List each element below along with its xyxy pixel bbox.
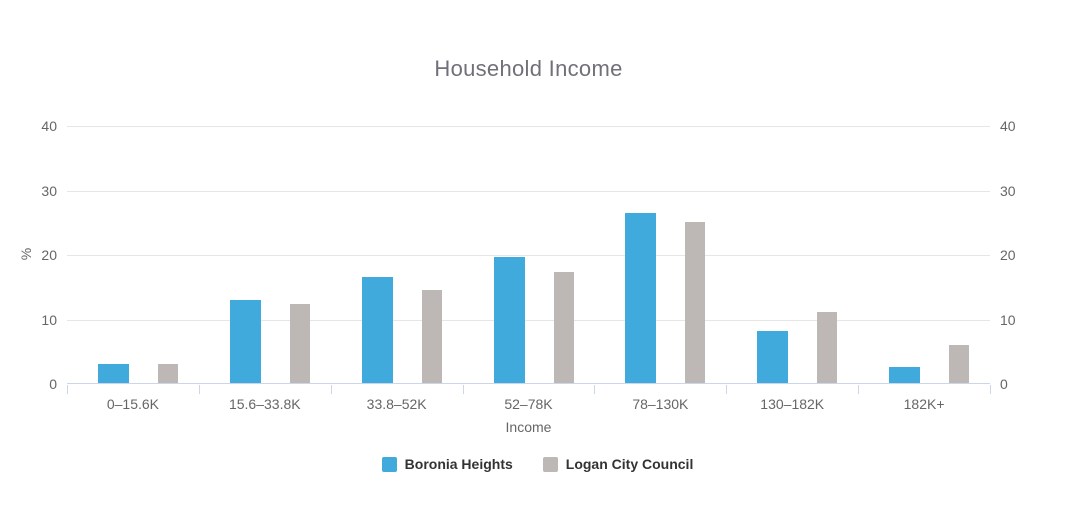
y-axis-label-right-40: 40 [1000,118,1016,134]
bar-boronia-heights-182k- [889,366,921,383]
y-axis-label-left-30: 30 [41,182,57,199]
category-group-78-130k [594,126,726,383]
bar-boronia-heights-52-78k [493,257,525,383]
y-axis-label-left-20: 20 [41,247,57,263]
gridline-y-40 [67,126,990,127]
category-group-0-15-6k [67,126,199,383]
legend-swatch-boronia-heights [381,456,397,472]
bar-logan-city-council-78-130k [685,221,706,383]
y-axis-label-right-0: 0 [1000,376,1008,392]
y-axis-label-right-10: 10 [1000,311,1016,328]
gridline-y-10 [67,319,990,321]
x-axis-tick [462,385,464,394]
bar-logan-city-council-130-182k [817,312,838,383]
category-group-182k- [858,126,990,383]
x-axis-tick [726,385,728,394]
legend-swatch-logan-city-council [542,456,558,472]
legend-item-boronia-heights[interactable]: Boronia Heights [381,456,513,472]
chart-title: Household Income [434,56,623,81]
legend: Boronia Heights Logan City Council [0,456,1075,472]
category-group-15-6-33-8k [199,126,331,383]
x-axis-tick [858,385,860,394]
y-axis-label-right-20: 20 [1000,247,1016,263]
x-axis-label-130-182k: 130–182K [760,396,825,412]
category-group-33-8-52k [331,126,463,383]
bar-boronia-heights-0-15-6k [98,363,129,383]
bar-boronia-heights-15-6-33-8k [229,299,261,383]
category-group-130-182k [726,126,858,383]
x-axis-category-labels: 0–15.6K 15.6–33.8K 33.8–52K 52–78K 78–130K 13… [67,396,990,412]
x-axis-tick [330,385,332,394]
gridline-y-30 [67,190,990,192]
y-axis-label-right-30: 30 [1000,182,1016,199]
x-axis-label-0-15-6k: 0–15.6K [106,396,160,412]
x-axis-tick [594,385,596,394]
x-axis-label-52-78k: 52–78K [504,396,553,412]
legend-label: Boronia Heights [404,456,513,472]
x-axis-label-33-8-52k: 33.8–52K [366,396,427,412]
y-axis-label-left-0: 0 [49,376,57,392]
x-axis-label-15-6-33-8k: 15.6–33.8K [228,396,301,412]
x-axis-label-78-130k: 78–130K [632,396,689,412]
y-axis-label-left-40: 40 [41,118,57,134]
x-axis-title: Income [505,419,552,435]
bar-boronia-heights-33-8-52k [361,276,393,383]
x-axis-tick [67,385,68,394]
plot-area [67,126,990,384]
legend-label: Logan City Council [565,456,694,472]
y-axis-label-left-10: 10 [41,311,57,328]
bar-logan-city-council-52-78k [553,272,574,383]
x-axis-tick [198,385,200,394]
x-axis-tick [990,385,991,394]
legend-item-logan-city-council[interactable]: Logan City Council [542,456,694,472]
bar-logan-city-council-15-6-33-8k [289,304,310,383]
bar-boronia-heights-130-182k [757,330,789,383]
bar-logan-city-council-33-8-52k [421,290,442,383]
bar-boronia-heights-78-130k [625,213,657,383]
bar-logan-city-council-182k- [949,344,970,383]
bar-logan-city-council-0-15-6k [158,363,178,383]
gridline-y-20 [67,255,990,256]
x-axis-label-182k-: 182K+ [903,396,945,412]
category-group-52-78k [463,126,595,383]
